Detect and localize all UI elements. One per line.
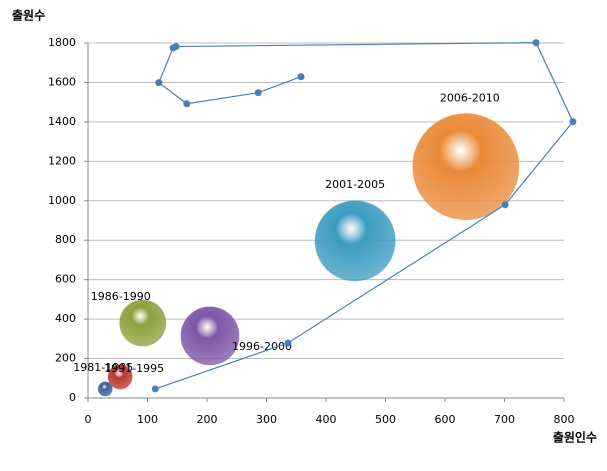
x-tick-label: 200: [197, 413, 218, 426]
bubble-label: 2006-2010: [440, 92, 500, 105]
bubble-label: 1986-1990: [91, 290, 151, 303]
x-tick-label: 100: [137, 413, 158, 426]
x-tick-label: 300: [256, 413, 277, 426]
bubble: [97, 381, 113, 397]
y-tick-label: 1000: [48, 194, 76, 207]
bubble: [119, 299, 167, 347]
line-marker: [501, 201, 509, 209]
line-marker: [297, 73, 305, 81]
y-tick-label: 1600: [48, 75, 76, 88]
bubble: [180, 306, 240, 366]
line-marker: [532, 39, 540, 47]
y-tick-label: 600: [55, 273, 76, 286]
y-axis-title: 출원수: [12, 8, 45, 23]
x-tick-label: 600: [435, 413, 456, 426]
bubble-label: 2001-2005: [325, 178, 385, 191]
y-tick-label: 800: [55, 233, 76, 246]
line-marker: [284, 339, 292, 347]
line-marker: [151, 385, 159, 393]
y-tick-label: 200: [55, 352, 76, 365]
y-tick-label: 400: [55, 312, 76, 325]
y-tick-label: 1200: [48, 154, 76, 167]
line-marker: [169, 44, 177, 52]
y-tick-label: 1400: [48, 115, 76, 128]
x-tick-label: 0: [85, 413, 92, 426]
bubble: [107, 364, 133, 390]
y-tick-label: 0: [69, 391, 76, 404]
bubble-label: 1996-2000: [232, 340, 292, 353]
x-tick-label: 800: [554, 413, 575, 426]
line-marker: [569, 118, 577, 126]
line-marker: [254, 89, 262, 97]
y-tick-label: 1800: [48, 36, 76, 49]
x-axis-title: 출원인수: [553, 430, 597, 445]
line-marker: [183, 100, 191, 108]
x-tick-label: 500: [375, 413, 396, 426]
bubble: [412, 113, 520, 221]
bubble-label: 1991-1995: [104, 362, 164, 375]
line-marker: [155, 79, 163, 87]
bubble: [314, 200, 396, 282]
x-tick-label: 700: [494, 413, 515, 426]
x-tick-label: 400: [316, 413, 337, 426]
